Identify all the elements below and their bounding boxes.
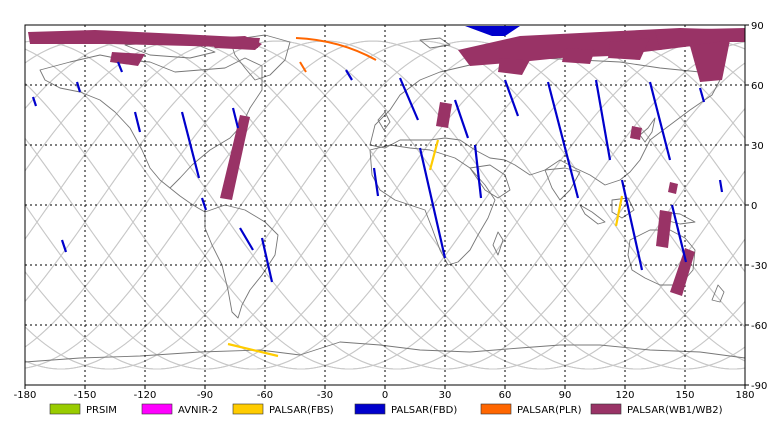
legend: PRSIM AVNIR-2 PALSAR(FBS) PALSAR(FBD) PALSAR… (49, 403, 723, 416)
x-tick-label: -30 (317, 390, 333, 401)
legend-swatch (232, 403, 264, 415)
coast-greenland (229, 34, 291, 81)
orbit-track (24, 40, 746, 370)
swath-palsar-fbd (453, 99, 470, 139)
swath-palsar-wb (220, 115, 250, 200)
swath-palsar-wb (562, 48, 595, 64)
coast-new-zealand (711, 284, 725, 303)
swath-palsar-fbd (180, 111, 201, 179)
swath-palsar-fbd (116, 61, 124, 73)
swath-palsar-fbd (200, 197, 208, 211)
swath-palsar-fbs (614, 195, 624, 227)
legend-swatch (354, 403, 386, 415)
swath-palsar-fbd (465, 26, 520, 36)
swath-palsar-fbd (698, 87, 706, 103)
swath-palsar-plr (299, 61, 307, 73)
coast-south-america (204, 204, 279, 319)
swath-palsar-fbd (239, 227, 254, 251)
x-tick-label: 150 (675, 390, 694, 401)
x-tick-label: -120 (134, 390, 157, 401)
legend-swatch (141, 403, 173, 415)
swath-palsar-wb (630, 126, 642, 140)
coast-arabia (469, 164, 511, 199)
coast-svalbard (419, 37, 451, 49)
swath-palsar-fbs (428, 139, 440, 171)
orbit-track (24, 40, 746, 370)
swath-palsar-fbd (594, 79, 612, 161)
swath-palsar-fbd (231, 107, 240, 129)
x-tick-label: -60 (257, 390, 273, 401)
swath-palsar-wb (655, 28, 745, 50)
swath-palsar-fbd (473, 144, 483, 199)
y-tick-label: 30 (751, 141, 764, 152)
swath-palsar-wb (608, 38, 650, 60)
y-axis-ticks: 90 60 30 0 -30 -60 -90 (745, 21, 767, 392)
legend-swatch (590, 403, 622, 415)
swath-palsar-fbd (670, 204, 688, 263)
x-tick-label: 90 (559, 390, 572, 401)
swath-palsar-fbd (503, 79, 520, 117)
swath-palsar-wb (690, 40, 730, 82)
x-tick-label: 120 (615, 390, 634, 401)
y-tick-label: -30 (751, 261, 767, 272)
orbit-track (24, 40, 746, 370)
legend-label: PRSIM (86, 405, 117, 416)
coast-uk (377, 111, 391, 131)
legend-label: PALSAR(FBS) (269, 405, 334, 416)
coast-north-america (39, 54, 263, 189)
coast-central-america (169, 187, 206, 213)
swath-palsar-fbd (372, 167, 380, 197)
legend-label: AVNIR-2 (178, 405, 218, 416)
swath-palsar-fbd (418, 147, 447, 259)
swath-palsar-fbs (227, 342, 279, 358)
swath-palsar-wb (668, 182, 678, 194)
y-tick-label: 60 (751, 81, 764, 92)
swath-palsar-wb (656, 210, 672, 248)
y-tick-label: -60 (751, 321, 767, 332)
swath-palsar-fbd (398, 77, 420, 121)
swath-palsar-fbd (345, 69, 353, 81)
x-tick-label: -150 (74, 390, 97, 401)
swath-palsar-fbd (546, 81, 580, 199)
coast-africa (369, 144, 496, 266)
swath-palsar-wb (205, 36, 262, 50)
swath-palsar-wb (28, 30, 260, 48)
x-tick-label: -90 (197, 390, 213, 401)
swath-palsar-fbd (133, 111, 142, 133)
y-tick-label: 0 (751, 201, 757, 212)
coast-india (544, 167, 581, 201)
legend-label: PALSAR(WB1/WB2) (627, 405, 723, 416)
legend-swatch (49, 403, 81, 415)
x-axis-ticks: -180 -150 -120 -90 -60 -30 0 30 60 90 120 150 180 (14, 385, 755, 401)
swath-palsar-fbd (620, 179, 644, 271)
swath-palsar-fbd (75, 81, 82, 93)
x-tick-label: 30 (439, 390, 452, 401)
x-tick-label: 0 (382, 390, 388, 401)
coast-antarctica (24, 341, 746, 363)
swath-palsar-fbd (260, 237, 274, 283)
coast-sumatra (579, 204, 606, 225)
swath-palsar-fbd (60, 239, 68, 253)
x-tick-label: -180 (14, 390, 37, 401)
y-tick-label: 90 (751, 21, 764, 32)
swath-palsar-fbd (648, 81, 672, 161)
legend-swatch (480, 403, 512, 415)
x-tick-label: 180 (735, 390, 754, 401)
x-tick-label: 60 (499, 390, 512, 401)
legend-label: PALSAR(FBD) (391, 405, 457, 416)
y-tick-label: -90 (751, 381, 767, 392)
grid-lines (25, 25, 745, 385)
coast-japan (639, 117, 656, 143)
coast-madagascar (492, 231, 504, 256)
legend-label: PALSAR(PLR) (517, 405, 582, 416)
swath-palsar-wb (436, 102, 452, 128)
swath-palsar-fbd (718, 179, 724, 193)
swath-palsar-wb (498, 58, 530, 75)
observation-swaths (28, 26, 745, 358)
swath-palsar-fbd (31, 96, 38, 107)
swath-palsar-plr (295, 37, 377, 61)
swath-palsar-wb (670, 248, 695, 296)
